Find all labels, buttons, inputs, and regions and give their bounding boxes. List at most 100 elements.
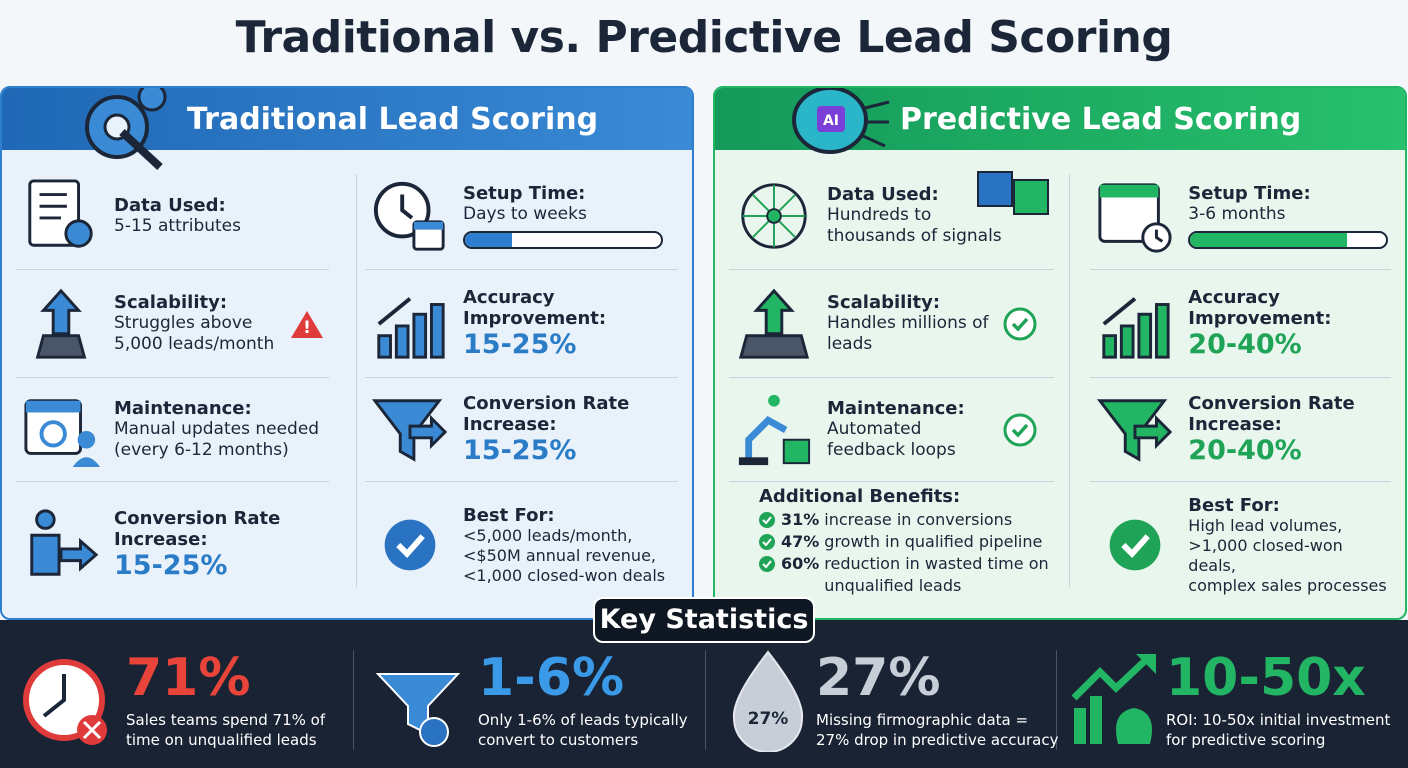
divider <box>353 650 354 750</box>
line: <$50M annual revenue, <box>463 545 656 565</box>
stat-text: Missing firmographic data = 27% drop in … <box>816 711 1059 749</box>
stat: 10-50x ROI: 10-50x initial investment fo… <box>1070 648 1408 758</box>
chart-icon <box>1102 296 1170 359</box>
label: Conversion Rate Increase: <box>1188 392 1355 435</box>
divider <box>356 174 357 588</box>
label: Scalability: <box>114 292 228 313</box>
label: Best For: <box>1188 494 1280 516</box>
label: Best For: <box>463 504 555 526</box>
benefit: 31% increase in conversions <box>759 509 1054 531</box>
growth-icon <box>1071 653 1156 744</box>
setup-time: Setup Time: 3-6 months <box>1090 162 1391 270</box>
clock-icon <box>373 181 445 251</box>
text: Days to weeks <box>463 203 587 224</box>
progress-bar <box>1188 230 1389 249</box>
warning-icon: ! <box>291 310 323 338</box>
list-icon <box>28 178 93 248</box>
stats-band <box>0 620 1408 768</box>
text: Automated feedback loops <box>827 419 956 460</box>
calendar-icon <box>24 398 100 467</box>
progress-bar <box>463 230 663 249</box>
check-icon <box>1109 519 1161 571</box>
text: Hundreds to thousands of signals <box>827 205 1002 246</box>
text: 5-15 attributes <box>114 215 241 236</box>
benefit-value: 47% <box>781 532 820 551</box>
funnel-icon <box>375 673 461 747</box>
network-icon <box>741 182 807 249</box>
line: <1,000 closed-won deals <box>463 565 666 585</box>
funnel-icon <box>371 398 448 462</box>
label: Accuracy Improvement: <box>1188 286 1332 329</box>
person-icon <box>30 509 99 576</box>
best-for: Best For: <5,000 leads/month, <$50M annual… <box>365 482 678 608</box>
check-icon <box>759 556 775 572</box>
stat: 71% Sales teams spend 71% of time on unq… <box>20 648 360 758</box>
check-icon <box>384 519 436 571</box>
check-icon <box>759 512 775 528</box>
calendar-icon <box>1098 182 1172 253</box>
label: Conversion Rate Increase: <box>463 392 630 435</box>
best-for: Best For: High lead volumes, >1,000 closed… <box>1090 482 1391 608</box>
maintenance: Maintenance: Manual updates needed (every… <box>16 378 329 482</box>
stat-value: 71% <box>126 648 251 708</box>
label: Scalability: <box>827 292 941 313</box>
stats-heading: Key Statistics <box>593 597 815 643</box>
line: >1,000 closed-won deals, <box>1188 535 1343 575</box>
additional-benefits: Additional Benefits: 31% increase in conv… <box>729 482 1054 608</box>
stat-value: 10-50x <box>1166 648 1366 708</box>
setup-time: Setup Time: Days to weeks <box>365 162 678 270</box>
label: Maintenance: <box>827 398 965 419</box>
label: Maintenance: <box>114 398 252 419</box>
line: complex sales processes <box>1188 575 1387 595</box>
scalability: Scalability: Handles millions of leads <box>729 270 1055 378</box>
benefit-text: increase in conversions <box>824 510 1013 529</box>
check-icon <box>759 534 775 550</box>
stat-text: Sales teams spend 71% of time on unquali… <box>126 711 326 749</box>
text: Handles millions of leads <box>827 313 989 354</box>
divider <box>1056 650 1057 750</box>
data-used: Data Used: Hundreds to thousands of signa… <box>729 162 1055 270</box>
title: Traditional vs. Predictive Lead Scoring <box>235 12 1173 63</box>
benefit-value: 60% <box>781 554 820 573</box>
robot-icon <box>738 394 811 465</box>
stat: 27% 27% Missing firmographic data = 27% … <box>728 648 1068 758</box>
value: 15-25% <box>463 434 577 466</box>
scalability: Scalability: Struggles above 5,000 leads/… <box>16 270 329 378</box>
brain-icon: AI <box>792 88 890 154</box>
label: Additional Benefits: <box>759 486 961 507</box>
benefit: 60% reduction in wasted time on unqualifi… <box>759 553 1054 597</box>
accuracy: Accuracy Improvement: 15-25% <box>365 270 678 378</box>
gear-icon <box>85 88 167 170</box>
predictive-panel: Predictive Lead Scoring AI Data Used: Hun… <box>713 86 1407 620</box>
label: Conversion Rate Increase: <box>114 508 281 550</box>
conversion-right: Conversion Rate Increase: 15-25% <box>365 378 678 482</box>
drop-icon: 27% <box>732 650 804 752</box>
conversion-right: Conversion Rate Increase: 20-40% <box>1090 378 1391 482</box>
stat-value: 1-6% <box>478 648 625 708</box>
value: 20-40% <box>1188 328 1302 360</box>
label: Data Used: <box>114 194 226 216</box>
value: 15-25% <box>463 328 577 360</box>
label: Setup Time: <box>463 182 586 204</box>
label: Data Used: <box>827 184 939 205</box>
line: High lead volumes, <box>1188 515 1343 535</box>
value: 20-40% <box>1188 434 1302 466</box>
stack-icon <box>977 171 1050 215</box>
text: Manual updates needed (every 6-12 months… <box>114 419 320 460</box>
clock-icon <box>23 659 107 745</box>
line: <5,000 leads/month, <box>463 525 633 545</box>
value: 15-25% <box>114 550 228 581</box>
ai-badge: AI <box>823 113 839 129</box>
arrow-icon <box>35 288 87 359</box>
divider <box>705 650 706 750</box>
stat: 1-6% Only 1-6% of leads typically conver… <box>372 648 712 758</box>
check-icon <box>1003 307 1037 340</box>
stat-text: ROI: 10-50x initial investment for predi… <box>1166 711 1391 749</box>
benefit: 47% growth in qualified pipeline <box>759 531 1054 553</box>
benefit-value: 31% <box>781 510 820 529</box>
drop-label: 27% <box>748 709 789 729</box>
benefit-text: reduction in wasted time on unqualified … <box>824 554 1049 595</box>
data-used: Data Used: 5-15 attributes <box>16 162 329 270</box>
